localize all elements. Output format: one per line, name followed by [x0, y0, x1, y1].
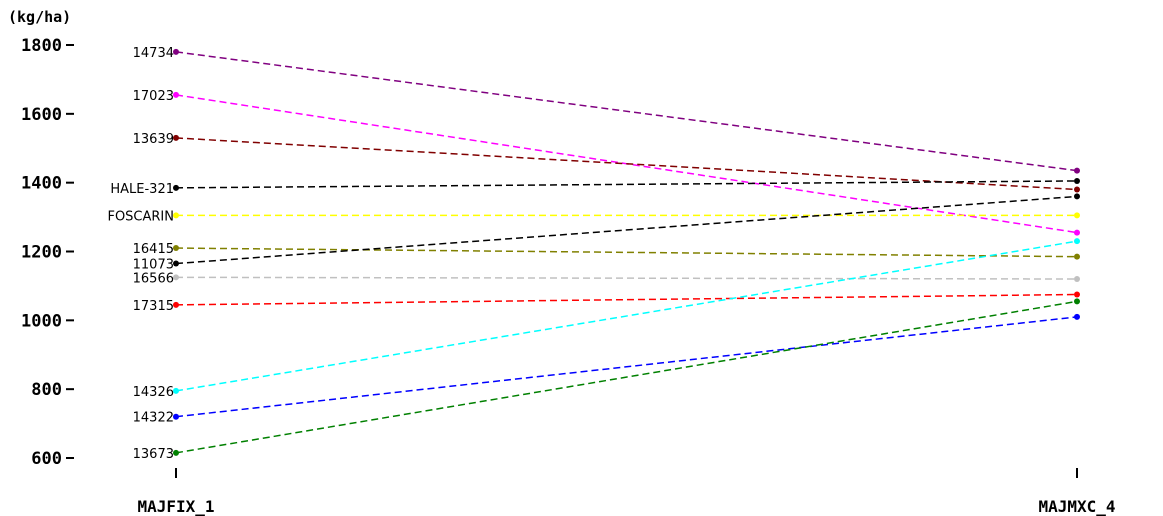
series-point-end [1074, 298, 1080, 305]
series-label: 14326 [133, 385, 174, 400]
series-label: 17023 [133, 89, 174, 104]
x-category-label: MAJFIX_1 [137, 497, 214, 516]
series-point-end [1074, 313, 1080, 320]
series-line [175, 247, 1078, 258]
series-label: 14734 [133, 46, 174, 61]
y-tick-label: 1800 [21, 36, 62, 56]
x-category-label: MAJMXC_4 [1038, 497, 1115, 516]
series-line [175, 180, 1078, 189]
series-label: 13639 [133, 132, 174, 147]
series-labels: 14734 17023 13639 HALE-321 FOSCARIN 164151107… [107, 46, 174, 462]
series-label: 16566 [133, 271, 174, 286]
series-point-end [1074, 177, 1080, 184]
y-tick-label: 600 [31, 449, 62, 469]
series-label: 16415 [133, 242, 174, 257]
y-tick-label: 1400 [21, 174, 62, 194]
y-axis-unit-label: (kg/ha) [8, 8, 71, 26]
series-point-start [173, 449, 179, 456]
series-point-start [173, 184, 179, 191]
series-point-end [1074, 276, 1080, 283]
series-point-start [173, 274, 179, 281]
series-label: FOSCARIN [107, 209, 174, 224]
series-point-start [173, 387, 179, 394]
series-point-end [1074, 186, 1080, 193]
series-point-start [173, 91, 179, 98]
series-line [175, 293, 1078, 306]
series-point-end [1074, 253, 1080, 260]
series-lines [173, 48, 1080, 456]
series-point-start [173, 413, 179, 420]
series-line [175, 276, 1078, 280]
series-point-start [173, 301, 179, 308]
series-point-end [1074, 193, 1080, 200]
series-point-end [1074, 212, 1080, 219]
series-point-end [1074, 291, 1080, 298]
series-label: 11073 [133, 258, 174, 273]
series-line [175, 316, 1078, 418]
series-point-end [1074, 238, 1080, 245]
y-tick-label: 1600 [21, 105, 62, 125]
series-label: 17315 [133, 299, 174, 314]
series-line [175, 195, 1078, 265]
series-label: 13673 [133, 447, 174, 462]
series-label: HALE-321 [110, 182, 174, 197]
y-tick-label: 1000 [21, 311, 62, 331]
series-point-start [173, 260, 179, 267]
series-line [175, 300, 1078, 454]
y-tick-label: 1200 [21, 243, 62, 263]
series-point-start [173, 48, 179, 55]
series-label: 14322 [133, 411, 174, 426]
axes: (kg/ha) 600 800 1000 1200 1400 1600 1800 MAJFIX_… [8, 8, 1116, 516]
y-tick-label: 800 [31, 380, 62, 400]
series-line [175, 51, 1078, 172]
series-line [175, 240, 1078, 392]
series-point-start [173, 245, 179, 252]
series-point-start [173, 134, 179, 141]
series-point-start [173, 212, 179, 219]
series-point-end [1074, 167, 1080, 174]
series-point-end [1074, 229, 1080, 236]
series-line [175, 137, 1078, 191]
